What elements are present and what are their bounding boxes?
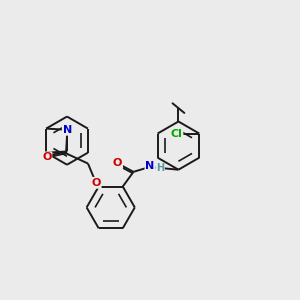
Text: N: N [63,125,72,135]
Text: N: N [146,161,155,172]
Text: O: O [113,158,122,168]
Text: H: H [156,164,164,173]
Text: Cl: Cl [171,129,182,139]
Text: O: O [91,178,101,188]
Text: O: O [42,152,51,162]
